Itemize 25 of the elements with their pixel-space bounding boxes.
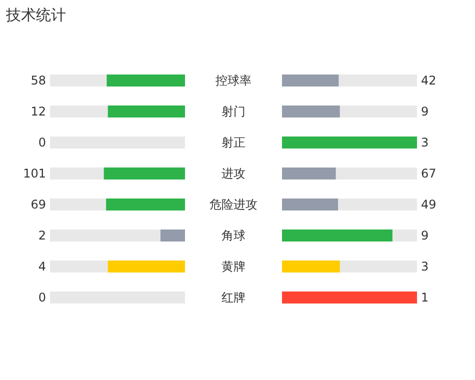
- category-label: 危险进攻: [210, 198, 258, 212]
- data-label: 69: [30, 198, 46, 212]
- data-label: 12: [30, 104, 46, 118]
- category-label: 角球: [222, 228, 246, 242]
- data-label: 9: [421, 228, 429, 242]
- data-label: 9: [421, 104, 429, 118]
- data-label: 101: [23, 166, 46, 180]
- category-label: 黄牌: [222, 260, 246, 274]
- category-label: 射正: [222, 136, 246, 150]
- data-label: 4: [38, 260, 46, 274]
- category-label: 控球率: [216, 74, 252, 88]
- data-label: 0: [38, 136, 46, 150]
- data-label: 3: [421, 260, 429, 274]
- data-label: 42: [421, 74, 436, 88]
- category-label: 红牌: [222, 290, 246, 304]
- category-label: 射门: [222, 104, 246, 118]
- data-label: 58: [30, 74, 46, 88]
- data-label: 2: [38, 228, 46, 242]
- category-label: 进攻: [222, 166, 246, 180]
- data-label: 49: [421, 198, 436, 212]
- data-label: 0: [38, 290, 46, 304]
- data-label: 3: [421, 136, 429, 150]
- data-label: 67: [421, 166, 436, 180]
- data-label: 1: [421, 290, 429, 304]
- text: 技术统计: [5, 6, 66, 24]
